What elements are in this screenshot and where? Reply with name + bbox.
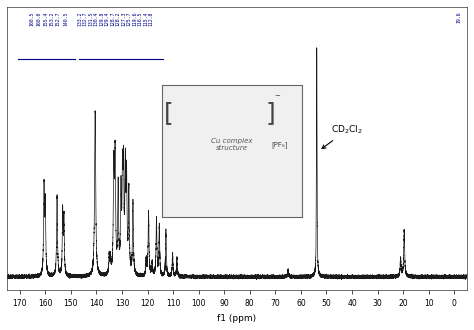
- Text: 125.7: 125.7: [127, 11, 132, 25]
- Text: 128.2: 128.2: [116, 11, 121, 25]
- X-axis label: f1 (ppm): f1 (ppm): [218, 314, 256, 323]
- Text: 115.4: 115.4: [144, 11, 148, 25]
- Text: 19.6: 19.6: [457, 11, 462, 23]
- Text: Cu complex
structure: Cu complex structure: [211, 138, 253, 151]
- Text: 160.0: 160.0: [36, 11, 42, 25]
- Text: 119.6: 119.6: [132, 11, 137, 25]
- Text: 155.4: 155.4: [44, 11, 48, 25]
- Text: [: [: [164, 101, 173, 125]
- Text: 128.7: 128.7: [110, 11, 115, 25]
- Text: 152.7: 152.7: [55, 11, 60, 25]
- Text: [PF₆]: [PF₆]: [271, 141, 288, 148]
- Text: CD$_2$Cl$_2$: CD$_2$Cl$_2$: [322, 124, 363, 148]
- Text: 129.8: 129.8: [99, 11, 104, 25]
- Text: 160.5: 160.5: [30, 11, 35, 25]
- Text: 131.5: 131.5: [88, 11, 93, 25]
- Text: 133.2: 133.2: [77, 11, 82, 25]
- Text: 112.8: 112.8: [149, 11, 154, 25]
- Text: 132.7: 132.7: [82, 11, 88, 25]
- Text: 127.3: 127.3: [121, 11, 126, 25]
- Text: −: −: [274, 93, 280, 99]
- Text: 129.4: 129.4: [105, 11, 110, 25]
- Text: 130.4: 130.4: [94, 11, 99, 25]
- Text: 153.2: 153.2: [50, 11, 55, 25]
- Text: 140.5: 140.5: [64, 11, 68, 25]
- Text: 116.5: 116.5: [138, 11, 143, 25]
- Text: ]: ]: [265, 101, 275, 125]
